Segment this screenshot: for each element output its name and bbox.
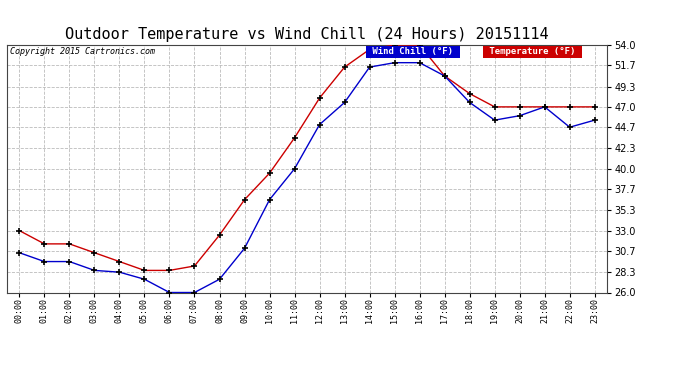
Text: Temperature (°F): Temperature (°F) [484,48,581,57]
Title: Outdoor Temperature vs Wind Chill (24 Hours) 20151114: Outdoor Temperature vs Wind Chill (24 Ho… [66,27,549,42]
Text: Copyright 2015 Cartronics.com: Copyright 2015 Cartronics.com [10,48,155,57]
Text: Wind Chill (°F): Wind Chill (°F) [367,48,458,57]
